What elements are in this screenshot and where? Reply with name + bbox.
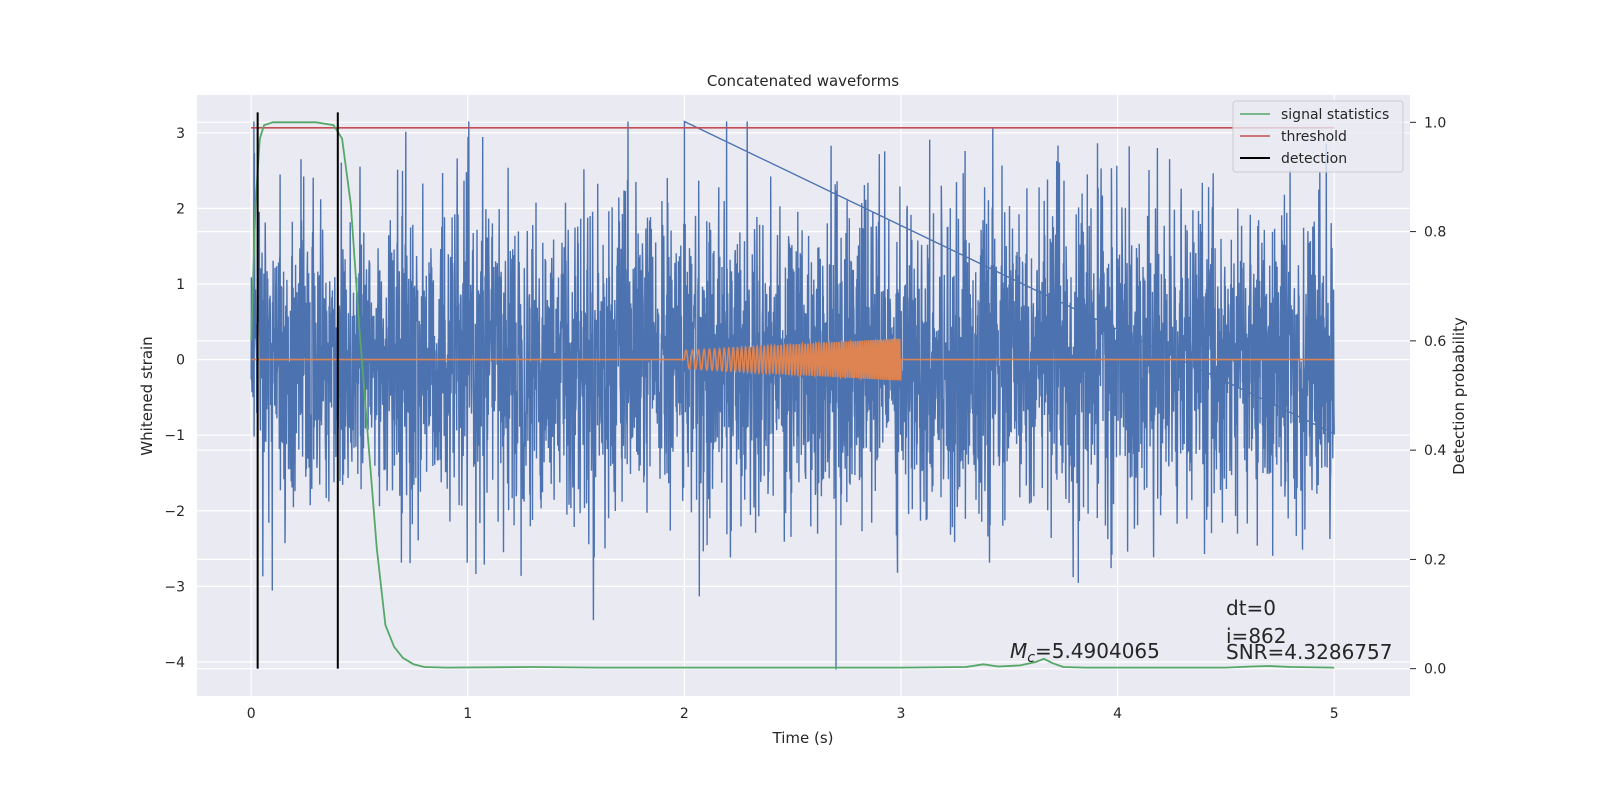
- strain-series-line: [250, 120, 1335, 670]
- x-tick-label: 2: [680, 706, 689, 722]
- x-tick-label: 5: [1330, 706, 1339, 722]
- y-tick-label: −1: [164, 428, 185, 444]
- y-tick-label: 3: [176, 126, 185, 142]
- y-tick-label: 0: [176, 353, 185, 369]
- legend: signal statistics threshold detection: [1232, 100, 1404, 173]
- series-layer: [250, 112, 1335, 670]
- x-tick-label: 0: [247, 706, 256, 722]
- annotation-dt: dt=0: [1226, 596, 1276, 620]
- x-axis-label: Time (s): [772, 729, 834, 747]
- signal-statistics-line: [250, 121, 1335, 669]
- y-tick-label: −3: [164, 579, 185, 595]
- chart-title: Concatenated waveforms: [707, 72, 899, 90]
- y2-tick-label: 0.8: [1424, 225, 1446, 241]
- annotation-snr: SNR=4.3286757: [1226, 640, 1392, 664]
- x-tick-label: 3: [897, 706, 906, 722]
- x-tick-label: 1: [463, 706, 472, 722]
- annotation-index: i=862: [1226, 624, 1287, 648]
- y-tick-label: 2: [176, 201, 185, 217]
- y2-tick-label: 0.2: [1424, 552, 1446, 568]
- x-tick-label: 4: [1113, 706, 1122, 722]
- legend-label-threshold: threshold: [1281, 129, 1347, 145]
- y2-tick-label: 0.0: [1424, 662, 1446, 678]
- y2-tick-label: 0.6: [1424, 334, 1446, 350]
- y-tick-label: −2: [164, 504, 185, 520]
- annotation-mc: Mc=5.4904065: [1010, 639, 1160, 666]
- legend-frame: [1232, 100, 1404, 173]
- legend-label-signal-statistics: signal statistics: [1281, 107, 1389, 123]
- annotations: Mc=5.4904065 dt=0 i=862 SNR=4.3286757: [1010, 596, 1392, 666]
- y2-tick-label: 1.0: [1424, 115, 1446, 131]
- y-axis-label: Whitened strain: [138, 336, 156, 455]
- y-tick-label: 1: [176, 277, 185, 293]
- y2-tick-label: 0.4: [1424, 443, 1446, 459]
- legend-label-detection: detection: [1281, 151, 1347, 167]
- y2-axis-label: Detection probability: [1450, 317, 1468, 475]
- axes: 0 1 2 3 4 5 −4 −3 −2 −1 0 1 2 3 0.0 0.2 0.4 0.6 0.8 1.0: [164, 115, 1446, 722]
- injected-waveform-line: [251, 336, 1335, 382]
- y-tick-label: −4: [164, 655, 185, 671]
